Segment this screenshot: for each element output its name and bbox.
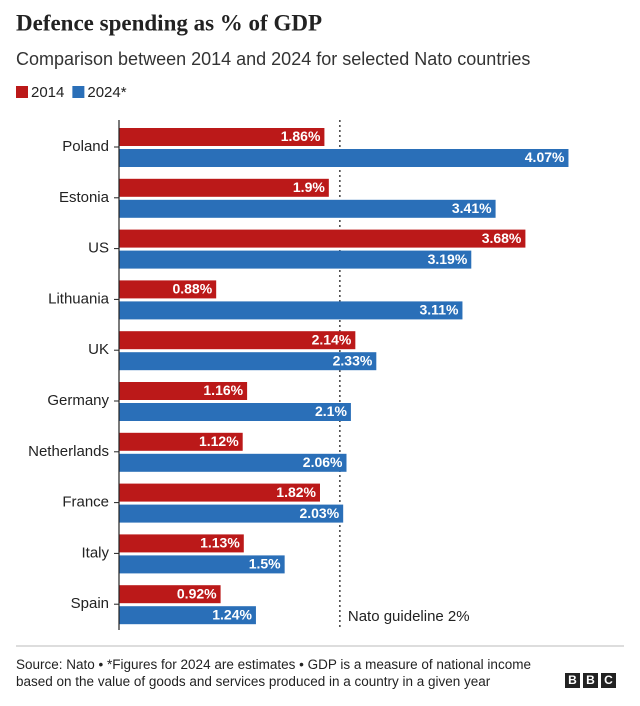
value-label: 0.88% [172, 281, 212, 297]
y-tick-label: France [62, 494, 109, 511]
bar [119, 403, 351, 421]
value-label: 2.03% [299, 505, 339, 521]
y-tick-label: UK [88, 341, 109, 358]
value-label: 3.68% [482, 230, 522, 246]
bar [119, 229, 526, 248]
value-label: 3.19% [428, 251, 468, 267]
y-tick-label: Netherlands [28, 443, 109, 460]
source-note: Source: Nato • *Figures for 2024 are est… [16, 657, 531, 689]
bar [119, 483, 320, 502]
y-tick-label: Lithuania [48, 290, 110, 307]
bar [119, 128, 325, 146]
bar [119, 534, 244, 553]
chart-subtitle: Comparison between 2014 and 2024 for sel… [16, 49, 530, 69]
value-label: 1.12% [199, 433, 239, 449]
bar [119, 331, 356, 350]
bar [119, 432, 243, 451]
legend-swatch [16, 86, 28, 98]
y-tick-label: Estonia [59, 189, 110, 206]
value-label: 4.07% [525, 149, 565, 165]
bar [119, 199, 496, 218]
legend-label: 2014 [31, 84, 64, 101]
value-label: 2.14% [312, 331, 352, 347]
logo-letter: C [601, 673, 616, 688]
bar [119, 382, 248, 400]
y-tick-label: Spain [71, 595, 109, 612]
bar [119, 149, 569, 167]
value-label: 2.06% [303, 454, 343, 470]
bar [119, 606, 256, 625]
chart: Defence spending as % of GDP Comparison … [16, 10, 624, 647]
bar [119, 585, 221, 604]
chart-title: Defence spending as % of GDP [16, 10, 322, 35]
value-label: 0.92% [177, 585, 217, 601]
value-label: 1.82% [276, 484, 316, 500]
bar [119, 301, 463, 320]
logo-letter: B [565, 673, 580, 688]
legend-swatch [72, 86, 85, 98]
value-label: 2.1% [315, 403, 347, 419]
value-label: 1.5% [249, 556, 281, 572]
bar [119, 178, 329, 197]
y-tick-label: Poland [62, 138, 109, 155]
bar [119, 250, 472, 269]
value-label: 1.24% [212, 606, 252, 622]
bar [119, 280, 217, 299]
bar [119, 504, 344, 523]
value-label: 1.13% [200, 535, 240, 551]
value-label: 3.41% [452, 200, 492, 216]
value-label: 3.11% [420, 302, 459, 318]
value-label: 1.16% [203, 382, 243, 398]
reference-label: Nato guideline 2% [348, 608, 470, 625]
y-tick-label: Italy [81, 544, 109, 561]
y-tick-label: US [88, 240, 109, 257]
value-label: 1.9% [293, 179, 325, 195]
y-tick-label: Germany [47, 392, 109, 409]
bar [119, 453, 347, 472]
legend-label: 2024* [87, 84, 126, 101]
bar [119, 555, 285, 574]
value-label: 2.33% [333, 352, 373, 368]
logo-letter: B [583, 673, 598, 688]
value-label: 1.86% [281, 128, 321, 144]
bar [119, 352, 377, 371]
